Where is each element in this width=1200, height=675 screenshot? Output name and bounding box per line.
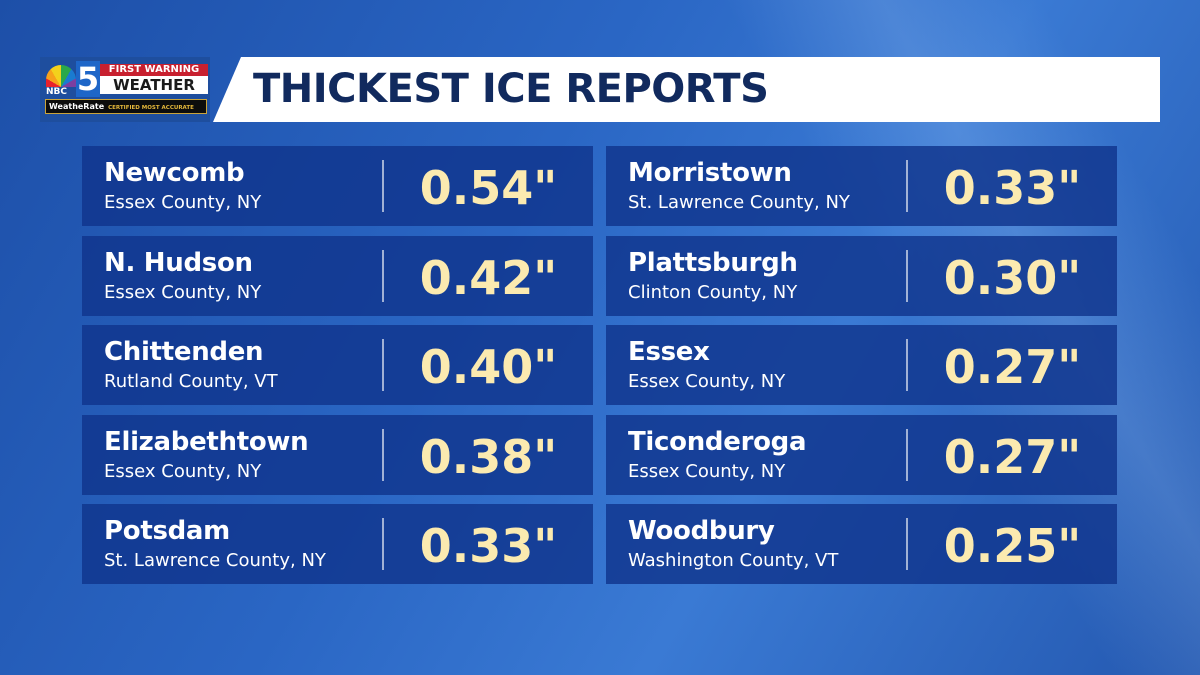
county-name: Essex County, NY (104, 461, 262, 482)
report-card: Morristown St. Lawrence County, NY 0.33" (606, 146, 1117, 226)
divider (382, 250, 384, 302)
report-card: Woodbury Washington County, VT 0.25" (606, 504, 1117, 584)
divider (382, 339, 384, 391)
town-name: Woodbury (628, 516, 775, 546)
logo-network: NBC (46, 87, 67, 97)
report-card: Plattsburgh Clinton County, NY 0.30" (606, 236, 1117, 316)
ice-amount: 0.27" (943, 340, 1082, 394)
county-name: St. Lawrence County, NY (104, 550, 326, 571)
county-name: Rutland County, VT (104, 371, 278, 392)
town-name: Ticonderoga (628, 427, 807, 457)
ice-amount: 0.42" (419, 251, 558, 305)
ice-amount: 0.38" (419, 430, 558, 484)
partner-tag: CERTIFIED MOST ACCURATE (108, 105, 194, 111)
ice-amount: 0.33" (419, 519, 558, 573)
ice-amount: 0.30" (943, 251, 1082, 305)
ice-amount: 0.33" (943, 161, 1082, 215)
county-name: Essex County, NY (104, 282, 262, 303)
report-card: N. Hudson Essex County, NY 0.42" (82, 236, 593, 316)
divider (382, 160, 384, 212)
town-name: Chittenden (104, 337, 264, 367)
divider (906, 518, 908, 570)
town-name: Potsdam (104, 516, 230, 546)
ice-amount: 0.27" (943, 430, 1082, 484)
town-name: Morristown (628, 158, 792, 188)
divider (382, 429, 384, 481)
partner-badge: WeatheRate CERTIFIED MOST ACCURATE (45, 99, 207, 114)
county-name: Essex County, NY (628, 461, 786, 482)
report-card: Elizabethtown Essex County, NY 0.38" (82, 415, 593, 495)
county-name: Essex County, NY (104, 192, 262, 213)
peacock-icon (46, 65, 76, 87)
divider (382, 518, 384, 570)
report-card: Essex Essex County, NY 0.27" (606, 325, 1117, 405)
title-bar (213, 57, 1160, 122)
divider (906, 160, 908, 212)
report-card: Newcomb Essex County, NY 0.54" (82, 146, 593, 226)
logo-line1: FIRST WARNING (100, 64, 208, 76)
ice-amount: 0.40" (419, 340, 558, 394)
divider (906, 429, 908, 481)
logo-line2: WEATHER (100, 76, 208, 94)
town-name: Essex (628, 337, 710, 367)
county-name: Clinton County, NY (628, 282, 798, 303)
ice-amount: 0.25" (943, 519, 1082, 573)
report-card: Potsdam St. Lawrence County, NY 0.33" (82, 504, 593, 584)
station-logo: NBC 5 FIRST WARNING WEATHER WeatheRate CE… (40, 57, 210, 122)
county-name: Essex County, NY (628, 371, 786, 392)
county-name: Washington County, VT (628, 550, 839, 571)
page-title: THICKEST ICE REPORTS (253, 66, 769, 112)
town-name: Elizabethtown (104, 427, 309, 457)
report-card: Chittenden Rutland County, VT 0.40" (82, 325, 593, 405)
report-card: Ticonderoga Essex County, NY 0.27" (606, 415, 1117, 495)
town-name: N. Hudson (104, 248, 253, 278)
partner-name: WeatheRate (49, 102, 105, 111)
county-name: St. Lawrence County, NY (628, 192, 850, 213)
divider (906, 250, 908, 302)
town-name: Plattsburgh (628, 248, 798, 278)
town-name: Newcomb (104, 158, 245, 188)
ice-amount: 0.54" (419, 161, 558, 215)
logo-channel: 5 (76, 60, 100, 98)
divider (906, 339, 908, 391)
